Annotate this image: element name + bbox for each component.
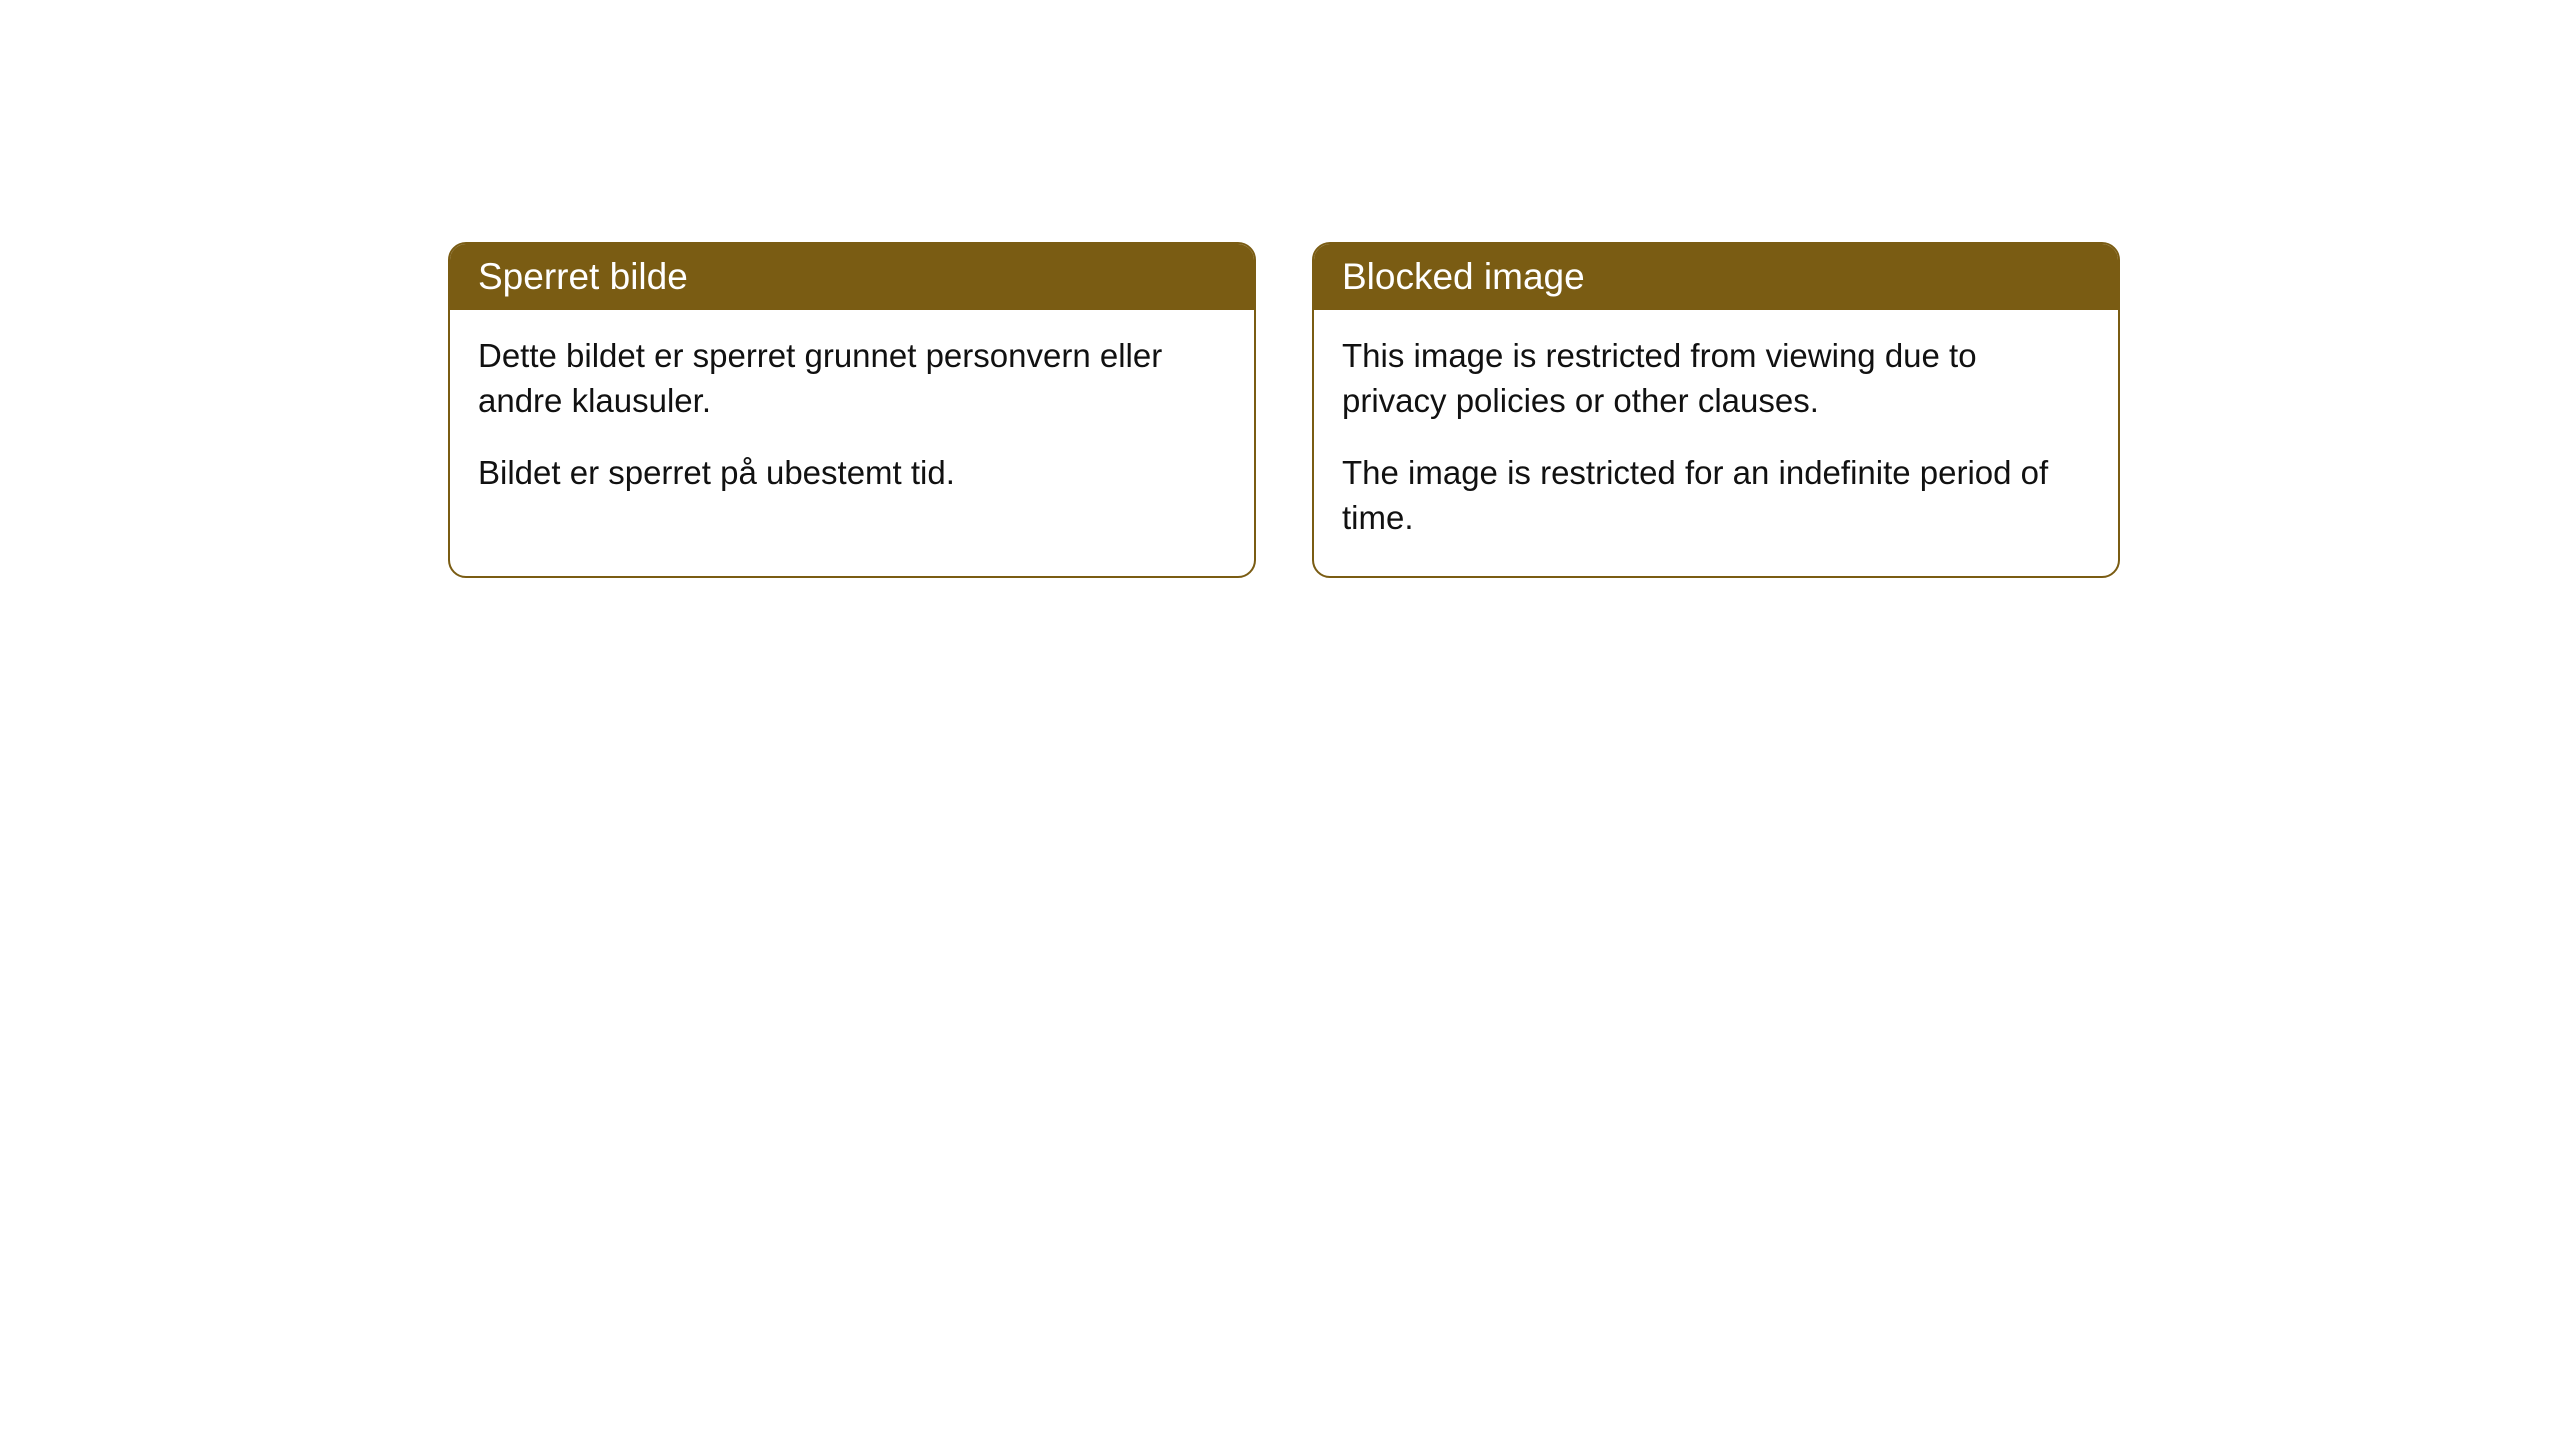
card-paragraph: This image is restricted from viewing du… bbox=[1342, 334, 2090, 423]
notice-card-english: Blocked image This image is restricted f… bbox=[1312, 242, 2120, 578]
notice-cards-container: Sperret bilde Dette bildet er sperret gr… bbox=[448, 242, 2560, 578]
card-title: Sperret bilde bbox=[478, 256, 688, 297]
card-body: Dette bildet er sperret grunnet personve… bbox=[450, 310, 1254, 532]
card-paragraph: Dette bildet er sperret grunnet personve… bbox=[478, 334, 1226, 423]
card-body: This image is restricted from viewing du… bbox=[1314, 310, 2118, 576]
card-paragraph: Bildet er sperret på ubestemt tid. bbox=[478, 451, 1226, 496]
notice-card-norwegian: Sperret bilde Dette bildet er sperret gr… bbox=[448, 242, 1256, 578]
card-header: Blocked image bbox=[1314, 244, 2118, 310]
card-title: Blocked image bbox=[1342, 256, 1585, 297]
card-header: Sperret bilde bbox=[450, 244, 1254, 310]
card-paragraph: The image is restricted for an indefinit… bbox=[1342, 451, 2090, 540]
